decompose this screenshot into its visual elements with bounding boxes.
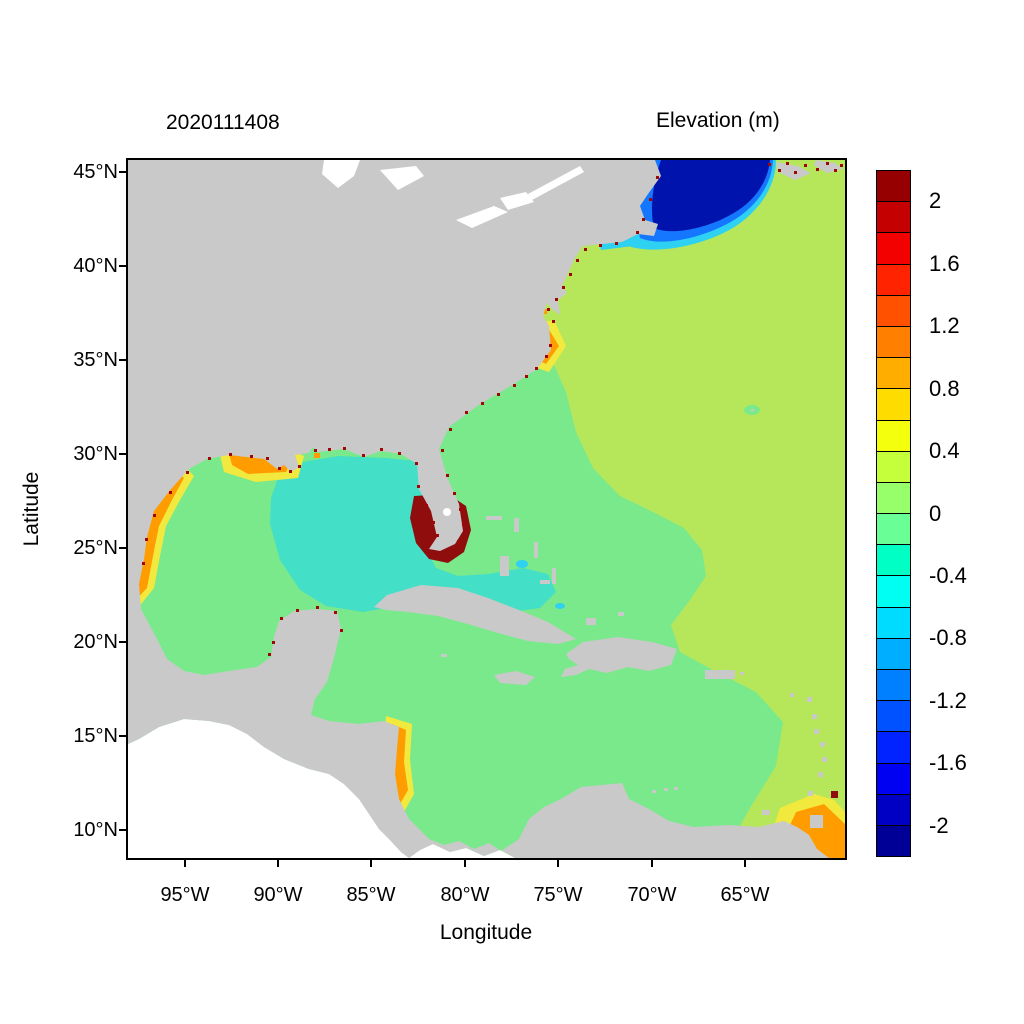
y-tick-label: 30°N	[73, 443, 118, 465]
x-axis-tick	[557, 859, 559, 867]
y-axis-tick	[119, 829, 127, 831]
colorbar-segment	[877, 232, 910, 264]
x-tick-label: 65°W	[720, 884, 770, 906]
y-axis-tick	[119, 171, 127, 173]
x-tick-label: 90°W	[253, 884, 303, 906]
colorbar-segment	[877, 513, 910, 545]
lake-okeechobee	[443, 508, 451, 516]
x-tick-label: 85°W	[346, 884, 396, 906]
y-axis-tick	[119, 547, 127, 549]
colorbar-segment	[877, 669, 910, 701]
y-axis-label: Latitude	[20, 471, 43, 547]
y-axis-tick	[119, 453, 127, 455]
x-tick-label: 80°W	[440, 884, 490, 906]
colorbar-tick-label: 2	[929, 188, 942, 214]
x-axis-tick	[464, 859, 466, 867]
colorbar-tick-label: 0.4	[929, 438, 960, 464]
colorbar-segment	[877, 606, 910, 638]
y-axis-tick	[119, 735, 127, 737]
y-tick-label: 25°N	[73, 537, 118, 559]
colorbar-segment	[877, 793, 910, 825]
colorbar-tick-label: -1.2	[929, 687, 967, 713]
y-axis-tick	[119, 359, 127, 361]
map-plot-area	[128, 160, 845, 858]
y-tick-label: 10°N	[73, 819, 118, 841]
colorbar-segment	[877, 700, 910, 732]
colorbar-tick-label: -2	[929, 812, 949, 838]
great-lakes	[322, 160, 584, 228]
y-tick-label: 15°N	[73, 725, 118, 747]
y-tick-label: 20°N	[73, 631, 118, 653]
water-region-teal-gulf	[270, 456, 556, 612]
colorbar-segment	[877, 481, 910, 514]
colorbar-segment	[877, 325, 910, 358]
setdown-gulf-of-maine	[624, 160, 776, 250]
colorbar-tick-label: -1.6	[929, 750, 967, 776]
colorbar-tick-label: 0	[929, 500, 942, 526]
colorbar-segment	[877, 544, 910, 576]
y-axis-tick	[119, 265, 127, 267]
colorbar-segment	[877, 201, 910, 233]
y-tick-label: 35°N	[73, 349, 118, 371]
figure-title-datetime: 2020111408	[166, 111, 280, 134]
x-tick-label: 70°W	[627, 884, 677, 906]
maine-blob-navy-core	[651, 160, 770, 232]
x-tick-label: 75°W	[533, 884, 583, 906]
y-axis-tick	[119, 641, 127, 643]
x-axis-tick	[184, 859, 186, 867]
colorbar-tick-label: 1.2	[929, 313, 960, 339]
x-axis-tick	[744, 859, 746, 867]
colorbar-segment	[877, 637, 910, 669]
colorbar-tick-label: 1.6	[929, 250, 960, 276]
colorbar-segment	[877, 450, 910, 482]
map-canvas	[128, 160, 845, 858]
colorbar-segment	[877, 824, 910, 857]
colorbar-tick-label: 0.8	[929, 375, 960, 401]
y-tick-label: 45°N	[73, 161, 118, 183]
x-axis-tick	[277, 859, 279, 867]
colorbar-segment	[877, 263, 910, 295]
y-tick-label: 40°N	[73, 255, 118, 277]
colorbar-title: Elevation (m)	[656, 109, 780, 132]
land-mainland	[128, 160, 829, 858]
colorbar-tick-label: -0.8	[929, 625, 967, 651]
colorbar-segments	[876, 170, 911, 857]
colorbar-segment	[877, 731, 910, 763]
colorbar-tick-label: -0.4	[929, 562, 967, 588]
x-axis-tick	[370, 859, 372, 867]
colorbar-segment	[877, 419, 910, 451]
colorbar-segment	[877, 171, 910, 202]
colorbar-segment	[877, 575, 910, 607]
x-axis-label: Longitude	[439, 921, 533, 944]
colorbar-segment	[877, 762, 910, 794]
x-axis-tick	[651, 859, 653, 867]
colorbar-segment	[877, 294, 910, 326]
colorbar-segment	[877, 357, 910, 389]
outside-domain-pacific	[128, 719, 515, 858]
colorbar-segment	[877, 388, 910, 420]
x-tick-label: 95°W	[160, 884, 210, 906]
